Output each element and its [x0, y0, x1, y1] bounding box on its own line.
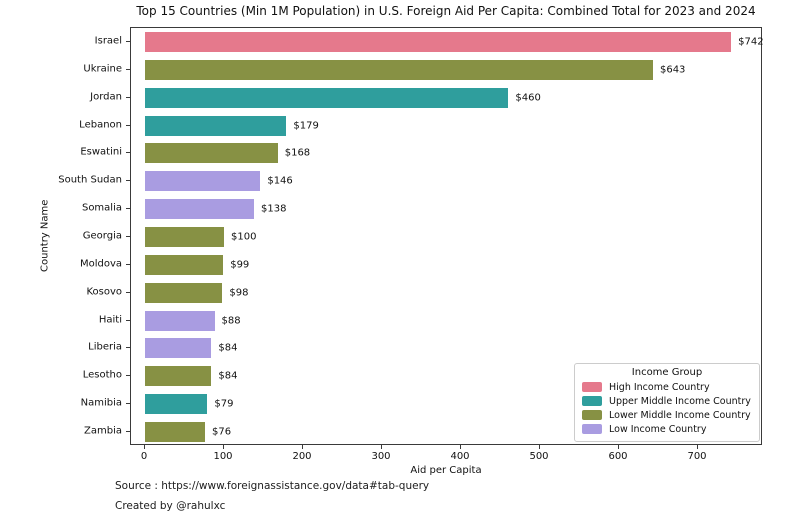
credit-text: Created by @rahulxc [115, 500, 226, 512]
value-label-kosovo: $98 [229, 287, 249, 299]
value-label-south-sudan: $146 [267, 175, 293, 187]
bar-haiti [145, 310, 215, 331]
ytick-label-ukraine: Ukraine [83, 63, 122, 75]
legend-swatch-high-income-country [582, 382, 602, 392]
value-label-haiti: $88 [221, 315, 241, 327]
y-tick [126, 319, 130, 321]
y-tick [126, 68, 130, 70]
bar-israel [145, 31, 732, 52]
y-tick [126, 291, 130, 293]
x-tick [697, 445, 698, 449]
bar-moldova [145, 254, 224, 275]
value-label-namibia: $79 [214, 398, 234, 410]
x-tick-label: 300 [371, 451, 391, 462]
bar-georgia [145, 227, 224, 247]
value-label-ukraine: $643 [659, 64, 686, 76]
value-label-somalia: $138 [261, 203, 287, 215]
y-tick [126, 180, 130, 182]
legend-label-high-income-country: High Income Country [609, 381, 710, 393]
value-label-lesotho: $84 [218, 370, 238, 382]
bar-lebanon [145, 115, 287, 136]
legend-swatch-lower-middle-income-country [582, 410, 602, 420]
legend: Income Group High Income Country Upper Mi… [574, 363, 760, 442]
value-label-jordan: $460 [515, 92, 541, 104]
y-tick [126, 403, 130, 405]
chart-title: Top 15 Countries (Min 1M Population) in … [136, 4, 756, 18]
ytick-label-moldova: Moldova [79, 258, 122, 270]
y-tick [126, 124, 130, 126]
ytick-label-namibia: Namibia [80, 397, 122, 409]
x-tick-label: 100 [213, 451, 233, 462]
bar-south-sudan [145, 171, 261, 192]
legend-items: High Income Country Upper Middle Income C… [582, 380, 752, 436]
ytick-label-lesotho: Lesotho [82, 369, 122, 381]
bar-somalia [145, 199, 255, 220]
x-tick [539, 445, 540, 449]
x-tick-label: 700 [687, 451, 707, 462]
legend-label-low-income-country: Low Income Country [609, 423, 707, 435]
bar-ukraine [145, 59, 653, 80]
ytick-label-south-sudan: South Sudan [58, 174, 122, 186]
value-label-lebanon: $179 [293, 120, 319, 132]
bar-lesotho [145, 366, 212, 387]
value-label-liberia: $84 [218, 342, 238, 354]
value-label-eswatini: $168 [284, 147, 311, 159]
x-tick [381, 445, 382, 449]
y-tick [126, 236, 130, 237]
value-label-israel: $742 [738, 36, 764, 48]
x-tick-label: 500 [529, 451, 549, 462]
x-tick-label: 200 [292, 451, 312, 462]
legend-item-lower-middle-income-country: Lower Middle Income Country [582, 408, 752, 422]
y-tick [126, 347, 130, 349]
value-label-moldova: $99 [230, 259, 250, 271]
x-tick-label: 0 [140, 451, 148, 462]
y-tick [126, 263, 130, 265]
legend-label-lower-middle-income-country: Lower Middle Income Country [609, 409, 751, 421]
bar-jordan [145, 87, 509, 108]
ytick-label-eswatini: Eswatini [80, 146, 122, 158]
x-tick [302, 445, 303, 449]
ytick-label-kosovo: Kosovo [86, 286, 122, 298]
x-tick [144, 445, 145, 449]
x-tick-label: 600 [608, 451, 628, 462]
y-tick [126, 431, 130, 433]
value-label-georgia: $100 [231, 231, 257, 243]
legend-item-high-income-country: High Income Country [582, 380, 752, 394]
ytick-label-israel: Israel [94, 35, 122, 47]
source-text: Source : https://www.foreignassistance.g… [115, 480, 430, 492]
bar-liberia [145, 338, 212, 359]
ytick-label-liberia: Liberia [88, 341, 122, 353]
y-tick [126, 152, 130, 154]
y-tick [126, 375, 130, 377]
x-tick [223, 445, 224, 449]
legend-item-upper-middle-income-country: Upper Middle Income Country [582, 394, 752, 408]
y-tick [126, 96, 130, 98]
y-tick [126, 40, 130, 42]
ytick-label-jordan: Jordan [90, 91, 122, 103]
ytick-label-somalia: Somalia [81, 202, 122, 214]
x-axis-label: Aid per Capita [410, 465, 482, 476]
bar-zambia [145, 422, 206, 443]
legend-label-upper-middle-income-country: Upper Middle Income Country [609, 395, 751, 407]
ytick-label-lebanon: Lebanon [79, 119, 122, 131]
bar-eswatini [145, 143, 278, 164]
x-tick-label: 400 [450, 451, 470, 462]
plot-area: $742 $643 $460 $179 $168 $146 $138 $100 $99 $98 $8… [130, 27, 764, 445]
y-tick [126, 208, 130, 210]
value-label-zambia: $76 [212, 426, 232, 438]
legend-swatch-upper-middle-income-country [582, 396, 602, 406]
legend-item-low-income-country: Low Income Country [582, 422, 752, 436]
legend-title: Income Group [631, 367, 703, 378]
legend-swatch-low-income-country [582, 424, 602, 434]
bar-kosovo [145, 282, 223, 303]
ytick-label-haiti: Haiti [98, 314, 122, 326]
x-tick [618, 445, 619, 449]
ytick-label-zambia: Zambia [84, 425, 122, 437]
bar-namibia [145, 394, 208, 415]
x-tick [460, 445, 461, 449]
ytick-label-georgia: Georgia [82, 230, 122, 242]
